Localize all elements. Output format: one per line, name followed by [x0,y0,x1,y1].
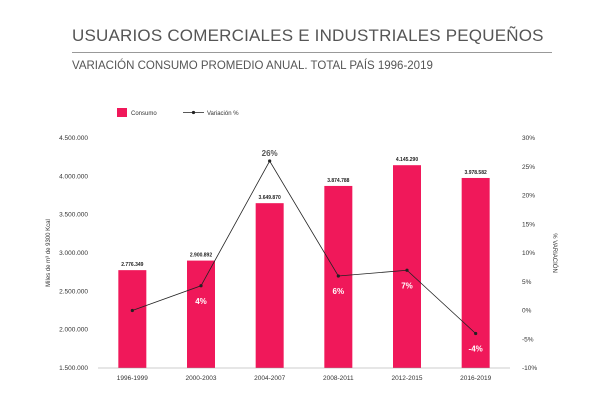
bar-value-label: 2.776.349 [121,262,143,268]
x-tick-label: 2012-2015 [391,375,422,382]
y2-tick-label: 25% [522,164,535,171]
bar-value-label: 3.649.870 [259,195,281,201]
bar-value-label: 3.978.582 [465,170,487,176]
y2-tick-label: 5% [522,279,532,286]
y-tick-label: 3.000.000 [59,250,88,257]
chart-title: USUARIOS COMERCIALES E INDUSTRIALES PEQU… [72,26,544,45]
x-tick-label: 2008-2011 [323,375,354,382]
variation-line [132,160,476,334]
legend-swatch-consumo [117,108,127,117]
variation-point [405,268,409,272]
bar-value-label: 3.874.788 [327,178,349,184]
bar-consumo [461,177,490,368]
variation-point [474,331,478,336]
variation-point [268,159,272,163]
variation-point [130,308,134,313]
chart-subtitle: VARIACIÓN CONSUMO PROMEDIO ANUAL. TOTAL … [72,60,433,72]
y2-axis-title: % VARIACIÓN [551,233,558,273]
y-tick-label: 4.500.000 [59,135,88,142]
y2-tick-label: 0% [522,308,532,315]
y-axis-title: Miles de m³ de 9300 Kcal [46,219,52,287]
chart-legend: Consumo Variación % [117,108,239,117]
variation-value-label: -4% [469,345,483,354]
x-tick-label: 2016-2019 [460,375,491,382]
variation-labels-layer: 4% 26% 6% 7% -4% [195,149,483,354]
y-tick-label: 2.500.000 [59,288,88,295]
variation-line-layer [130,159,478,336]
y2-tick-label: -5% [522,336,534,343]
title-divider [72,52,552,53]
y-tick-label: 3.500.000 [59,212,88,219]
legend-label-variacion: Variación % [207,111,239,117]
bar-consumo [118,270,147,368]
variation-value-label: 4% [195,297,207,306]
bar-consumo [393,165,421,368]
y2-tick-label: 10% [522,250,535,257]
bar-value-label: 2.900.892 [190,253,212,259]
legend-marker-variacion [191,110,196,115]
x-tick-label: 1996-1999 [117,375,148,382]
bar-consumo [255,203,284,368]
x-tick-label: 2004-2007 [254,375,285,382]
bar-labels-layer: 2.776.349 2.900.892 3.649.870 3.874.788 4.14… [121,157,487,268]
bar-value-label: 4.145.290 [396,157,418,163]
variation-value-label: 7% [401,281,413,290]
x-tick-label: 2000-2003 [185,375,216,382]
y2-tick-label: 20% [522,193,535,200]
y2-axis-ticks: -10% -5% 0% 5% 10% 15% 20% 25% 30% [522,135,537,372]
y2-tick-label: 30% [522,135,535,142]
x-axis-ticks: 1996-1999 2000-2003 2004-2007 2008-2011 2012… [117,375,492,382]
legend-label-consumo: Consumo [131,111,157,117]
variation-point [336,274,340,278]
y2-tick-label: -10% [522,365,537,372]
variation-value-label: 26% [262,149,278,158]
bar-consumo [187,260,215,368]
y-axis-ticks: 1.500.000 2.000.000 2.500.000 3.000.000 3.50… [59,135,88,372]
y-tick-label: 4.000.000 [59,173,88,180]
variation-value-label: 6% [333,287,345,296]
bars-layer [118,165,490,368]
y2-tick-label: 15% [522,221,535,228]
y-tick-label: 1.500.000 [59,365,88,372]
variation-point [199,284,203,288]
y-tick-label: 2.000.000 [59,327,88,334]
